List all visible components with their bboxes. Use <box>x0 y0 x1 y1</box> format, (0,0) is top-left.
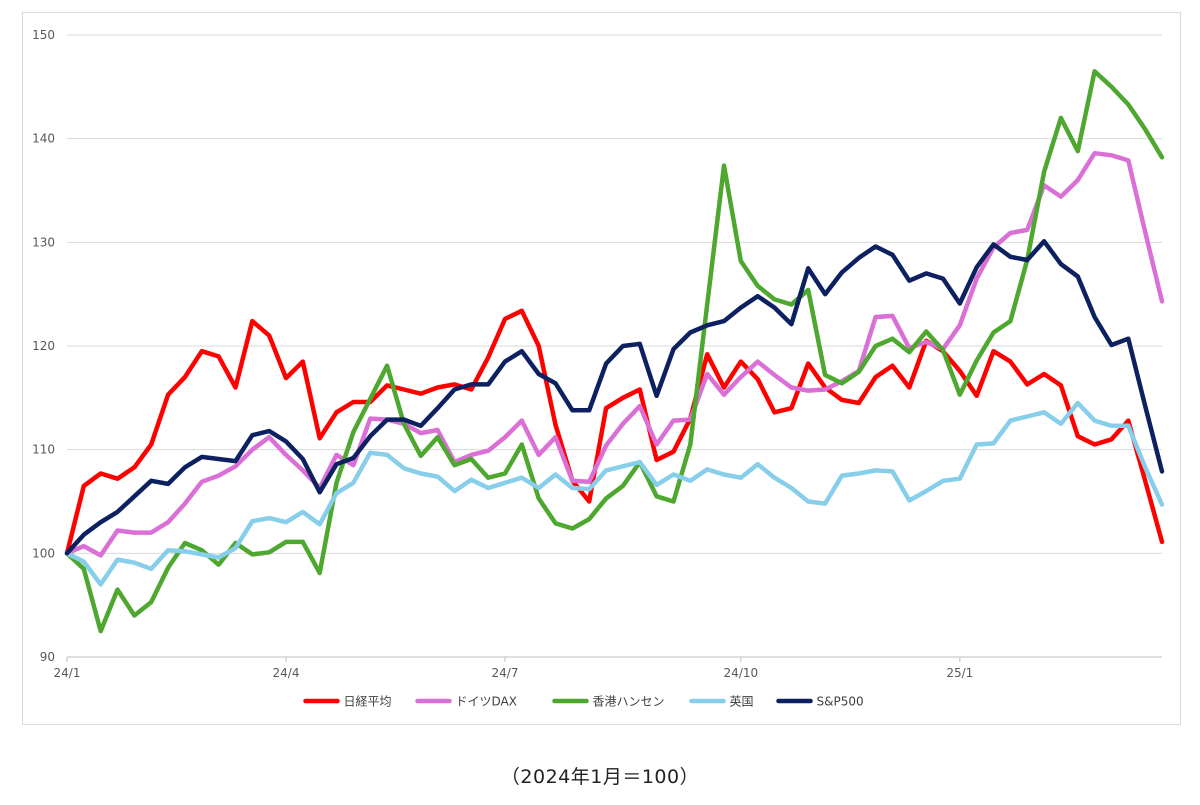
y-tick-label: 100 <box>32 546 55 560</box>
y-tick-label: 120 <box>32 339 55 353</box>
y-axis-ticks: 90 100 110 120 130 140 150 <box>32 28 55 664</box>
y-tick-label: 130 <box>32 235 55 249</box>
series-line-2 <box>64 69 1165 634</box>
legend: 日経平均 ドイツDAX 香港ハンセン 英国 S&P500 <box>303 695 864 709</box>
legend-label: 日経平均 <box>344 695 392 709</box>
x-axis-ticks: 24/1 24/4 24/7 24/10 25/1 <box>54 657 973 680</box>
y-tick-label: 140 <box>32 132 55 146</box>
legend-label: 香港ハンセン <box>593 695 665 709</box>
series-line-4 <box>64 239 1165 556</box>
y-tick-label: 150 <box>32 28 55 42</box>
series-line-3 <box>64 400 1165 587</box>
x-tick-label: 25/1 <box>946 666 973 680</box>
legend-item: S&P500 <box>776 695 864 709</box>
legend-item: 香港ハンセン <box>552 695 665 709</box>
chart-caption: （2024年1月＝100） <box>500 766 700 788</box>
y-tick-label: 110 <box>32 443 55 457</box>
x-tick-label: 24/4 <box>273 666 300 680</box>
legend-item: ドイツDAX <box>415 695 517 709</box>
chart-frame: 90 100 110 120 130 140 150 24/1 24/4 24/7 24/10 25… <box>22 12 1181 725</box>
y-tick-label: 90 <box>40 650 55 664</box>
legend-label: ドイツDAX <box>456 695 517 709</box>
x-tick-label: 24/1 <box>54 666 81 680</box>
series-lines <box>64 69 1165 634</box>
line-chart: 90 100 110 120 130 140 150 24/1 24/4 24/7 24/10 25… <box>32 28 1165 709</box>
series-line-1 <box>64 150 1165 558</box>
legend-label: 英国 <box>730 695 754 709</box>
x-tick-label: 24/10 <box>724 666 759 680</box>
x-tick-label: 24/7 <box>492 666 519 680</box>
gridlines <box>67 34 1162 658</box>
legend-item: 日経平均 <box>303 695 392 709</box>
legend-item: 英国 <box>689 695 754 709</box>
series-line-0 <box>64 308 1165 556</box>
legend-label: S&P500 <box>817 695 864 709</box>
